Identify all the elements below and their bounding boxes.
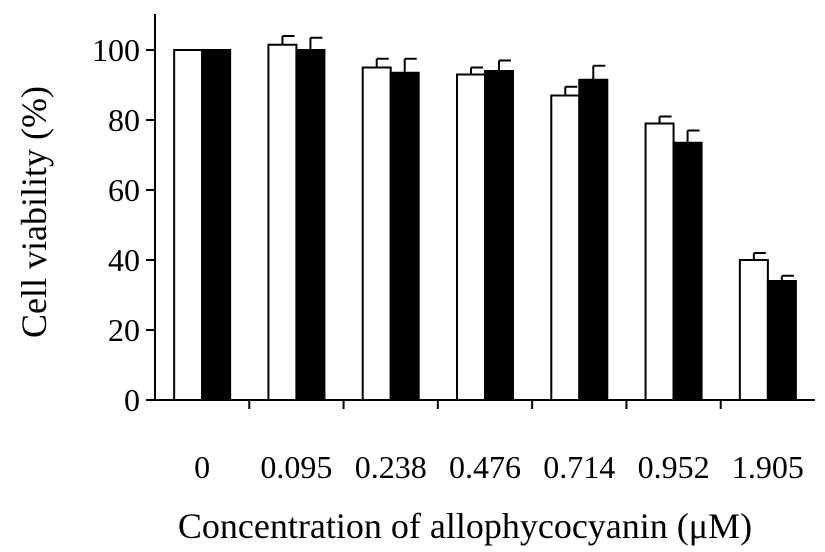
bar-series-2	[389, 71, 420, 401]
y-tick-label: 100	[92, 32, 140, 68]
y-tick-label: 60	[108, 172, 140, 208]
x-tick-label: 0.952	[638, 449, 710, 485]
bar-series-1	[267, 43, 298, 401]
bar-series-2	[766, 280, 797, 401]
x-tick-label: 0.714	[543, 449, 615, 485]
y-axis-label: Cell viability (%)	[14, 86, 54, 338]
bar-series-1	[361, 66, 392, 401]
bar-series-2	[672, 141, 703, 401]
x-tick-label: 0.476	[449, 449, 521, 485]
bar-series-1	[173, 49, 204, 401]
bar-series-1	[644, 122, 675, 401]
x-tick-label: 0	[194, 449, 210, 485]
x-tick-label: 0.238	[355, 449, 427, 485]
y-tick-label: 80	[108, 102, 140, 138]
error-bars-group	[281, 35, 794, 281]
bar-series-2	[201, 49, 232, 401]
x-ticks-group: 0 0.095 0.238 0.476 0.714 0.952 1.905	[194, 400, 804, 485]
x-axis-label: Concentration of allophycocyanin (μM)	[178, 506, 752, 546]
x-tick-label: 0.095	[260, 449, 332, 485]
bar-series-1	[550, 94, 581, 401]
bar-series-2	[578, 78, 609, 401]
bar-series-1	[456, 73, 486, 401]
bar-series-2	[295, 49, 326, 401]
bar-series-1	[738, 259, 769, 401]
y-ticks-group: 0 20 40 60 80 100	[92, 32, 155, 418]
bars-group	[173, 43, 797, 401]
y-tick-label: 20	[108, 312, 140, 348]
bar-series-2	[484, 70, 514, 401]
y-tick-label: 0	[124, 382, 140, 418]
y-tick-label: 40	[108, 242, 140, 278]
x-tick-label: 1.905	[732, 449, 804, 485]
